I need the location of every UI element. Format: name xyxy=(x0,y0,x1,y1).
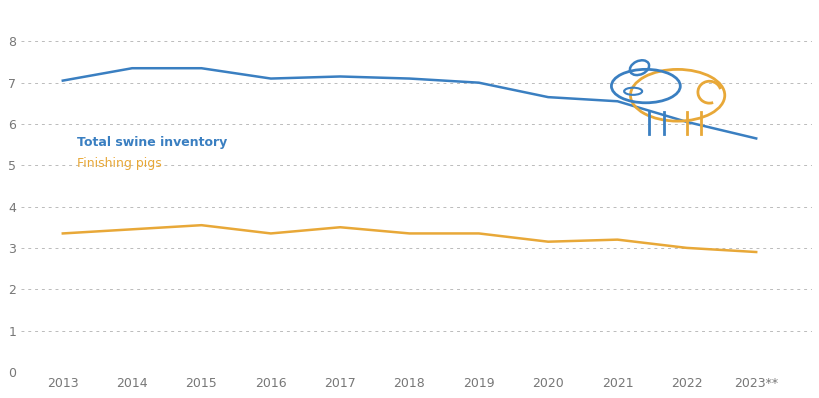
Text: Finishing pigs: Finishing pigs xyxy=(76,157,161,170)
Text: Total swine inventory: Total swine inventory xyxy=(76,136,227,149)
